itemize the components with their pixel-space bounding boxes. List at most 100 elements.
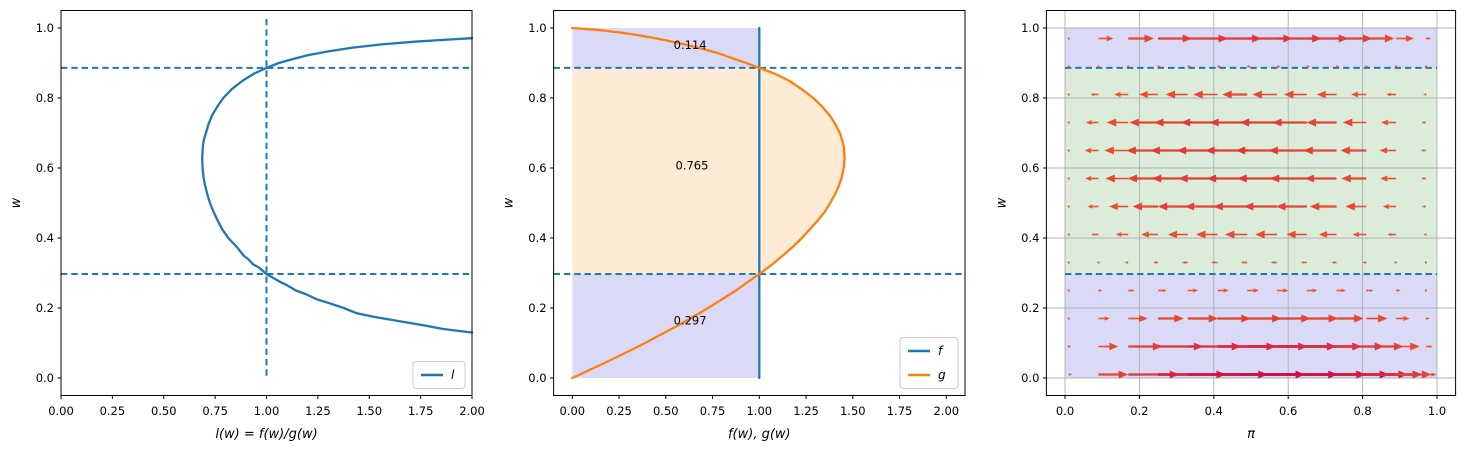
quiver-arrow-head bbox=[1132, 202, 1143, 211]
quiver-arrow-head bbox=[1354, 314, 1364, 323]
x-tick-label: 0.25 bbox=[100, 404, 126, 418]
x-tick-label: 0.25 bbox=[606, 404, 632, 418]
fill-region-middle-mass bbox=[572, 67, 845, 275]
quiver-arrow-head bbox=[1090, 92, 1094, 97]
quiver-arrow-head bbox=[1162, 288, 1167, 293]
quiver-dot bbox=[1097, 65, 1100, 68]
quiver-arrow-head bbox=[1165, 90, 1176, 99]
quiver-arrow-head bbox=[1316, 90, 1326, 99]
quiver-arrow-head bbox=[1208, 314, 1219, 323]
region-label: 0.765 bbox=[676, 159, 709, 173]
quiver-arrow-head bbox=[1109, 202, 1118, 211]
quiver-arrow-head bbox=[1270, 261, 1274, 264]
quiver-arrow-head bbox=[1286, 230, 1296, 239]
y-tick-label: 0.4 bbox=[1021, 231, 1039, 245]
quiver-arrow-head bbox=[1153, 261, 1157, 264]
quiver-dot bbox=[1424, 289, 1427, 292]
x-axis-label: l(w) = f(w)/g(w) bbox=[215, 427, 317, 442]
region-label: 0.297 bbox=[674, 313, 707, 327]
region-label: 0.114 bbox=[674, 38, 707, 52]
quiver-arrow-head bbox=[1224, 230, 1235, 239]
band-low bbox=[1065, 274, 1437, 378]
quiver-arrow-head bbox=[1206, 174, 1217, 183]
band-middle bbox=[1065, 67, 1437, 275]
quiver-arrow-head bbox=[1341, 288, 1346, 293]
legend-entry-label: l bbox=[451, 368, 455, 382]
x-tick-label: 1.50 bbox=[356, 404, 382, 418]
y-tick-label: 0.6 bbox=[1021, 161, 1039, 175]
quiver-arrow-head bbox=[1405, 35, 1414, 42]
quiver-arrow-head bbox=[1410, 342, 1420, 351]
quiver-arrow-head bbox=[1277, 65, 1281, 68]
quiver-arrow-head bbox=[1380, 175, 1388, 182]
quiver-arrow-head bbox=[1157, 202, 1168, 211]
quiver-arrow-head bbox=[1106, 35, 1114, 42]
quiver-arrow-head bbox=[1272, 118, 1282, 127]
x-tick-label: 1.00 bbox=[254, 404, 280, 418]
legend: fg bbox=[899, 337, 959, 389]
quiver-arrow-head bbox=[1087, 204, 1093, 209]
x-tick-label: 2.00 bbox=[933, 404, 959, 418]
quiver-arrow-head bbox=[1184, 202, 1195, 211]
quiver-dot bbox=[1127, 65, 1130, 68]
quiver-arrow-head bbox=[1182, 34, 1193, 43]
quiver-arrow-head bbox=[1141, 231, 1149, 238]
curve-g bbox=[571, 26, 846, 380]
quiver-arrow-head bbox=[1129, 118, 1139, 127]
y-tick-label: 0.4 bbox=[528, 231, 546, 245]
x-tick-label: 2.00 bbox=[459, 404, 485, 418]
subplot-phase-field: 0.0 0.2 0.4 0.6 0.8 1.0 0.0 0.2 0.4 0.6 0.8 1.0 π w bbox=[994, 10, 1457, 442]
subplot-densities: 0.00 0.25 0.50 0.75 1.00 1.25 1.50 1.75 2.00 0.0 0… bbox=[502, 10, 966, 442]
quiver-arrow-head bbox=[1138, 314, 1148, 323]
quiver-arrow-head bbox=[1195, 230, 1206, 239]
y-tick-label: 0.0 bbox=[1021, 371, 1039, 385]
quiver-arrow-head bbox=[1154, 118, 1164, 127]
x-axis-label: π bbox=[1247, 427, 1255, 442]
quiver-arrow-head bbox=[1304, 174, 1315, 183]
quiver-arrow-head bbox=[1151, 174, 1162, 183]
quiver-arrow-head bbox=[1301, 314, 1311, 323]
y-tick-label: 0.8 bbox=[1021, 91, 1039, 105]
quiver-dot bbox=[1394, 65, 1398, 68]
quiver-arrow-head bbox=[1237, 174, 1247, 183]
y-tick-label: 1.0 bbox=[1021, 21, 1039, 35]
quiver-arrow-head bbox=[1340, 146, 1350, 155]
y-tick-label: 1.0 bbox=[528, 21, 546, 35]
quiver-arrow-head bbox=[1336, 65, 1340, 68]
quiver-arrow-head bbox=[1352, 231, 1359, 238]
quiver-arrow-head bbox=[1211, 261, 1215, 264]
quiver-dot bbox=[1424, 261, 1427, 264]
quiver-arrow-head bbox=[1085, 175, 1092, 182]
y-tick-label: 0.6 bbox=[528, 161, 546, 175]
quiver-arrow-head bbox=[1272, 314, 1282, 323]
quiver-arrow-head bbox=[1427, 37, 1432, 40]
quiver-arrow-head bbox=[1193, 90, 1203, 99]
quiver-arrow-head bbox=[1421, 121, 1425, 124]
quiver-arrow-head bbox=[1365, 65, 1369, 68]
quiver-dot bbox=[1067, 93, 1070, 96]
x-tick-label: 0.2 bbox=[1130, 404, 1148, 418]
quiver-dot bbox=[1067, 205, 1070, 208]
x-tick-label: 1.00 bbox=[746, 404, 772, 418]
y-tick-label: 0.2 bbox=[36, 301, 54, 315]
quiver-arrow-head bbox=[1387, 232, 1392, 237]
x-tick-label: 1.0 bbox=[1428, 404, 1446, 418]
y-axis-label: w bbox=[9, 197, 24, 208]
x-tick-label: 1.25 bbox=[793, 404, 819, 418]
quiver-arrow-head bbox=[1209, 118, 1219, 127]
quiver-arrow-head bbox=[1341, 174, 1351, 183]
x-axis-label: f(w), g(w) bbox=[728, 427, 791, 442]
y-tick-label: 0.6 bbox=[36, 161, 54, 175]
quiver-arrow-head bbox=[1423, 233, 1427, 236]
x-tick-label: 0.6 bbox=[1279, 404, 1297, 418]
x-tick-label: 0.8 bbox=[1353, 404, 1371, 418]
quiver-arrow-head bbox=[1131, 289, 1135, 292]
subplot-likelihood-ratio: 0.00 0.25 0.50 0.75 1.00 1.25 1.50 1.75 2.00 0.0 0… bbox=[9, 10, 485, 442]
legend-entry-label: f bbox=[938, 344, 944, 358]
y-tick-label: 0.2 bbox=[528, 301, 546, 315]
quiver-arrow-head bbox=[1300, 261, 1305, 264]
quiver-arrow-head bbox=[1115, 232, 1122, 237]
quiver-dot bbox=[1067, 65, 1070, 68]
quiver-arrow-head bbox=[1384, 34, 1395, 43]
